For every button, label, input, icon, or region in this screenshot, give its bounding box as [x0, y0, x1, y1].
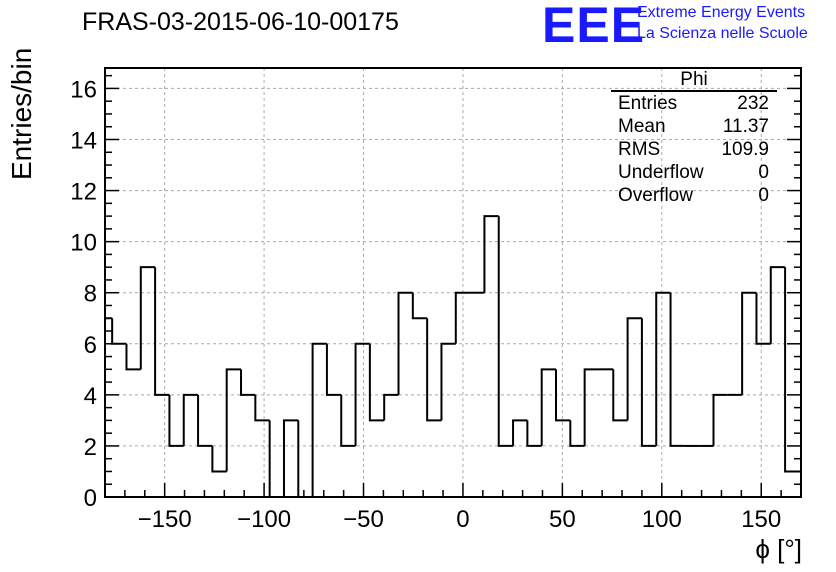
histogram-bin [454, 291, 471, 344]
x-axis-label: ϕ [°] [755, 534, 802, 564]
y-tick-label: 8 [84, 281, 97, 308]
histogram-bin [240, 369, 256, 396]
histogram-bin [669, 292, 685, 447]
histogram-bin [655, 291, 671, 446]
histogram-bin [555, 369, 571, 422]
y-tick-label: 16 [70, 76, 97, 103]
stats-label: Entries [618, 93, 678, 114]
histogram-bin [268, 420, 284, 498]
logo-caption: Extreme Energy Events La Scienza nelle S… [637, 2, 808, 44]
histogram-bin [354, 342, 370, 446]
stats-label: RMS [618, 139, 661, 160]
histogram-bin [325, 343, 342, 396]
axis-ticks [104, 74, 802, 498]
histogram-bin [254, 394, 270, 422]
y-tick-label: 2 [84, 434, 97, 461]
stats-row-rms: RMS 109.9 [611, 138, 777, 161]
histogram-bin [769, 266, 786, 344]
histogram-bin [526, 420, 542, 447]
stats-value: 0 [758, 185, 769, 206]
stats-value: 11.37 [722, 116, 769, 137]
histogram-bin [626, 317, 642, 421]
stats-box: Phi Entries 232 Mean 11.37 RMS 109.9 Und… [611, 70, 777, 207]
stats-row-mean: Mean 11.37 [611, 115, 777, 138]
stats-label: Mean [618, 116, 666, 137]
histogram-bin [111, 318, 127, 345]
chart-title: FRAS-03-2015-06-10-00175 [82, 8, 399, 36]
eee-logo: EEE [542, 0, 646, 53]
histogram-bin [569, 420, 585, 447]
y-tick-label: 0 [84, 485, 97, 512]
histogram-bin [297, 420, 313, 498]
tick-labels: −150 −100 −50 0 50 100 150 0 2 4 6 8 10 12 14 16 [70, 76, 781, 533]
y-axis-label: Entries/bin [6, 47, 37, 180]
histogram-bin [497, 216, 514, 447]
stats-value: 109.9 [721, 139, 769, 160]
histogram-bin [397, 291, 413, 395]
stats-value: 0 [758, 162, 769, 183]
x-tick-label: 0 [456, 506, 469, 533]
y-tick-label: 14 [70, 128, 97, 155]
histogram-bin [755, 292, 771, 345]
histogram-bin [168, 394, 184, 447]
x-tick-label: 150 [741, 506, 781, 533]
histogram-bin [640, 318, 657, 447]
x-tick-label: 50 [549, 506, 576, 533]
histogram-bin [125, 343, 141, 371]
histogram-bin [583, 368, 599, 446]
y-tick-label: 12 [70, 179, 97, 206]
x-tick-label: −150 [138, 506, 192, 533]
stats-value: 232 [737, 93, 769, 114]
histogram-bin [440, 342, 456, 421]
plot-frame [104, 67, 802, 498]
stats-title: Phi [611, 70, 777, 92]
stats-row-entries: Entries 232 [611, 92, 777, 115]
stats-row-underflow: Underflow 0 [611, 161, 777, 184]
x-tick-label: −50 [343, 506, 384, 533]
histogram-bin [712, 393, 728, 446]
histogram-bin [483, 215, 499, 293]
histogram-bin [211, 445, 227, 473]
histogram-bin [197, 394, 213, 447]
stats-row-overflow: Overflow 0 [611, 184, 777, 207]
histogram-bin [139, 266, 156, 370]
logo-caption-line1: Extreme Energy Events [637, 4, 806, 21]
logo-caption-line2: La Scienza nelle Scuole [637, 25, 808, 42]
stats-label: Underflow [618, 162, 704, 183]
histogram-bars [105, 215, 802, 498]
histogram-bin [411, 292, 428, 320]
y-tick-label: 10 [70, 230, 97, 257]
histogram-bin [340, 394, 356, 447]
histogram-bin [225, 368, 242, 472]
histogram-bin [426, 318, 442, 422]
histogram-bin [741, 291, 757, 395]
y-tick-label: 4 [84, 383, 97, 410]
y-tick-label: 6 [84, 332, 97, 359]
histogram-bin [311, 342, 327, 497]
stats-label: Overflow [618, 185, 693, 206]
histogram-bin [182, 393, 199, 446]
grid-lines [105, 68, 801, 497]
histogram-bin [540, 368, 557, 446]
histogram-bin [383, 393, 399, 421]
histogram-bin [512, 419, 528, 446]
histogram-bin [612, 369, 628, 422]
x-tick-label: −100 [237, 506, 291, 533]
histogram-bin [154, 267, 170, 396]
histogram-bin [282, 419, 299, 497]
histogram-bin [368, 343, 385, 422]
x-tick-label: 100 [642, 506, 682, 533]
